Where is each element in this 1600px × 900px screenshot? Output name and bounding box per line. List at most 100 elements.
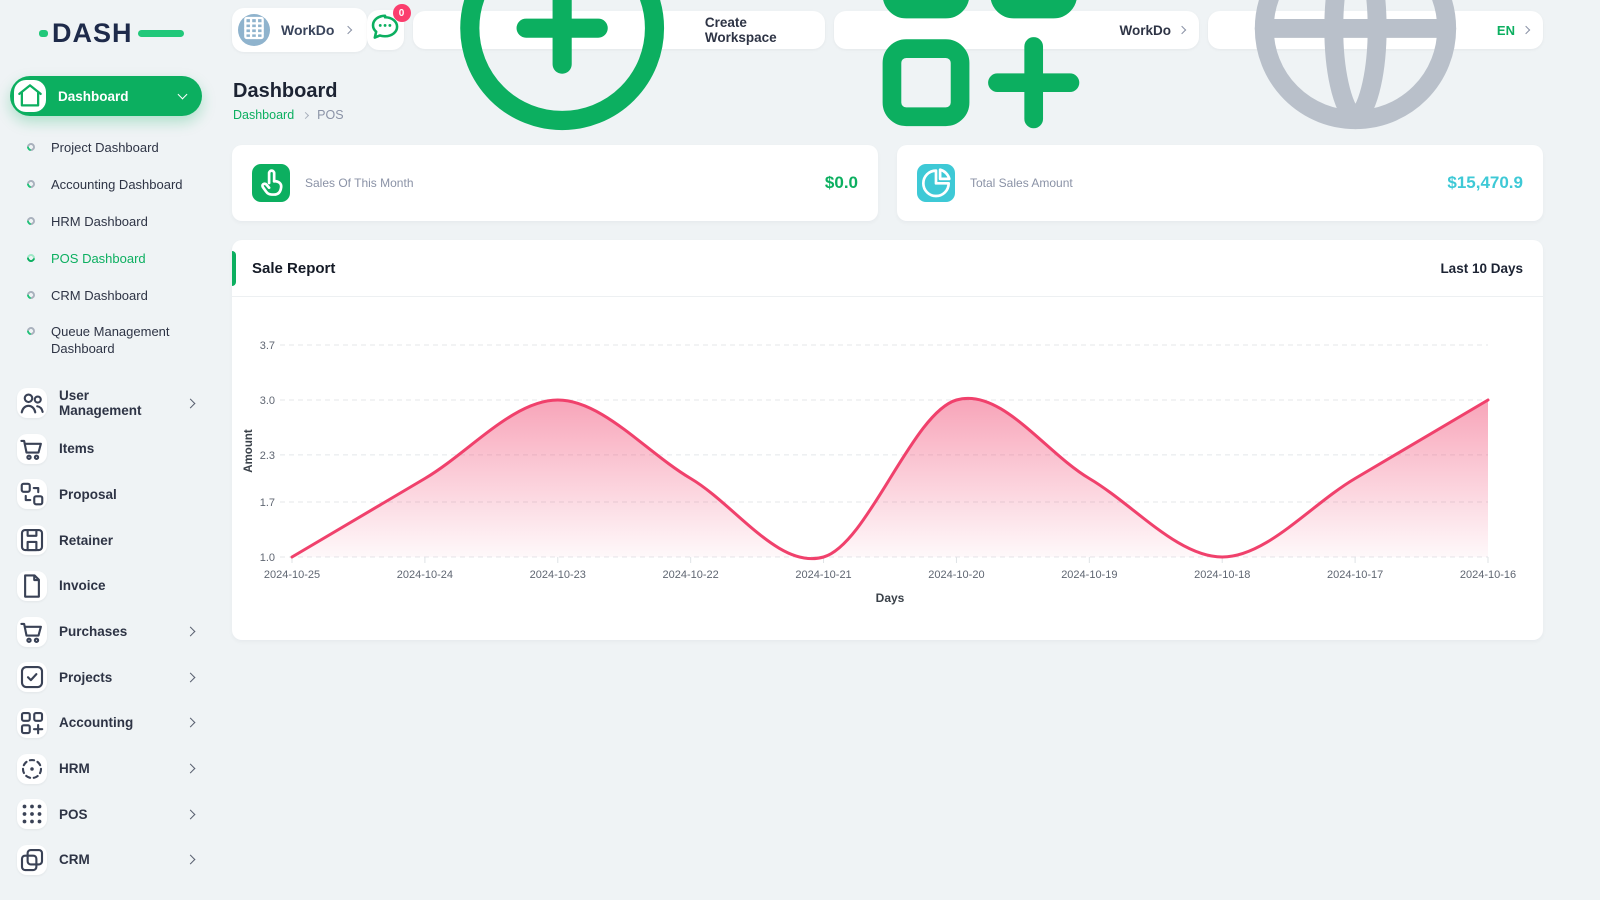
save-icon [17, 525, 47, 556]
chevron-right-icon [185, 398, 196, 409]
cart-icon [17, 433, 47, 464]
sidebar-subitem-label: Accounting Dashboard [51, 176, 183, 192]
sidebar-menu: User Management Items Proposal Retainer Invo… [0, 380, 212, 883]
status-dot-icon [25, 178, 37, 190]
logo-dot-icon [39, 30, 48, 37]
app-logo[interactable]: DASH [39, 16, 184, 50]
home-icon [14, 80, 46, 112]
sidebar-item-items[interactable]: Items [0, 426, 212, 472]
stat-card-total-sales-amount: Total Sales Amount $15,470.9 [897, 145, 1543, 221]
svg-text:2024-10-17: 2024-10-17 [1327, 569, 1383, 581]
workspace-switcher[interactable]: WorkDo [833, 0, 1199, 128]
sidebar-item-accounting[interactable]: Accounting [0, 700, 212, 746]
sidebar-item-retainer[interactable]: Retainer [0, 517, 212, 563]
copy-icon [17, 844, 47, 875]
sidebar-subitem-label: POS Dashboard [51, 250, 146, 266]
sidebar-subitem-label: Queue Management Dashboard [51, 324, 170, 357]
stats-row: Sales Of This Month $0.0 Total Sales Amo… [232, 145, 1543, 221]
sidebar-subitem-hrm-dashboard[interactable]: HRM Dashboard [0, 204, 212, 241]
cart-icon [17, 616, 47, 647]
svg-text:3.7: 3.7 [260, 340, 275, 352]
globe-icon [1222, 0, 1489, 165]
sidebar-subitem-label: HRM Dashboard [51, 213, 148, 229]
sidebar-item-proposal[interactable]: Proposal [0, 472, 212, 518]
sale-report-chart[interactable]: 3.7 3.0 2.3 1.7 1.0 2024-10-25 2024-10-24 2024-… [232, 297, 1543, 632]
create-workspace-button[interactable]: Create Workspace [412, 0, 825, 131]
stat-card-sales-of-this-month: Sales Of This Month $0.0 [232, 145, 878, 221]
svg-text:2024-10-24: 2024-10-24 [397, 569, 453, 581]
status-dot-icon [25, 141, 37, 153]
sidebar-item-label: Proposal [59, 486, 117, 502]
chevron-down-icon [1177, 25, 1187, 35]
messages-button[interactable]: 0 [367, 4, 411, 50]
building-icon [238, 12, 270, 49]
chevron-down-icon [1521, 25, 1531, 35]
swap-boxes-icon [17, 479, 47, 510]
sidebar-item-label: Items [59, 441, 95, 457]
sidebar-item-pos[interactable]: POS [0, 791, 212, 837]
sidebar-subitem-project-dashboard[interactable]: Project Dashboard [0, 130, 212, 167]
stat-label: Total Sales Amount [970, 176, 1073, 190]
svg-text:Amount: Amount [243, 429, 255, 473]
status-dot-icon [25, 288, 37, 301]
svg-text:3.0: 3.0 [260, 395, 275, 407]
sale-report-header: Sale Report Last 10 Days [232, 240, 1543, 297]
sidebar-subitem-label: Project Dashboard [51, 140, 159, 155]
sidebar-item-projects[interactable]: Projects [0, 654, 212, 700]
sidebar-subitem-accounting-dashboard[interactable]: Accounting Dashboard [0, 167, 212, 204]
language-selector[interactable]: EN [1207, 0, 1543, 130]
top-bar: WorkDo 0 Create Workspace WorkDo EN [232, 0, 1543, 131]
breadcrumb-item-pos: POS [317, 108, 344, 122]
breadcrumb: Dashboard POS [233, 108, 344, 122]
breadcrumb-item-dashboard[interactable]: Dashboard [233, 108, 295, 122]
sidebar-item-dashboard[interactable]: Dashboard [10, 76, 202, 116]
chevron-right-icon [185, 672, 196, 683]
logo-dash-icon [138, 30, 184, 37]
svg-text:2024-10-18: 2024-10-18 [1194, 569, 1250, 581]
sidebar-subitem-crm-dashboard[interactable]: CRM Dashboard [0, 278, 212, 315]
grid-plus-icon [17, 707, 47, 738]
dots-grid-icon [17, 799, 47, 830]
svg-text:1.7: 1.7 [260, 497, 275, 509]
plus-circle-icon [427, 0, 697, 167]
chat-icon [367, 9, 403, 50]
stat-value: $0.0 [824, 173, 858, 192]
sidebar-subitem-queue-management-dashboard[interactable]: Queue Management Dashboard [0, 314, 212, 368]
sidebar-item-user-management[interactable]: User Management [0, 380, 212, 426]
chevron-right-icon [185, 855, 196, 865]
sidebar-item-label: Projects [59, 669, 113, 685]
tap-icon [252, 164, 290, 202]
grid-plus-icon [848, 0, 1112, 163]
chevron-right-icon [185, 809, 196, 820]
sidebar-item-label: POS [59, 806, 88, 822]
chevron-right-icon [185, 626, 196, 637]
top-bar-actions: 0 Create Workspace WorkDo EN [367, 0, 1543, 131]
target-icon [17, 753, 47, 784]
svg-text:2024-10-22: 2024-10-22 [663, 569, 719, 581]
svg-text:2024-10-20: 2024-10-20 [928, 569, 984, 581]
sidebar-subitem-label: CRM Dashboard [51, 287, 148, 303]
sidebar-subitem-pos-dashboard[interactable]: POS Dashboard [0, 241, 212, 278]
workspace-selector[interactable]: WorkDo [232, 8, 368, 52]
chevron-down-icon [177, 89, 188, 100]
workspace-name: WorkDo [281, 22, 335, 38]
svg-text:2024-10-19: 2024-10-19 [1061, 569, 1117, 581]
sidebar-item-crm[interactable]: CRM [0, 837, 212, 883]
sidebar-item-invoice[interactable]: Invoice [0, 563, 212, 609]
chevron-right-icon [185, 717, 196, 728]
svg-text:2.3: 2.3 [260, 450, 275, 462]
sidebar-item-purchases[interactable]: Purchases [0, 609, 212, 655]
status-dot-icon [25, 325, 37, 338]
stat-value: $15,470.9 [1447, 173, 1523, 192]
sidebar-item-label: Accounting [59, 715, 134, 731]
document-icon [17, 570, 47, 601]
logo-text: DASH [52, 17, 133, 48]
sidebar-item-label: CRM [59, 852, 90, 868]
svg-text:Days: Days [876, 591, 905, 605]
svg-text:2024-10-21: 2024-10-21 [795, 569, 851, 581]
sidebar-item-hrm[interactable]: HRM [0, 746, 212, 792]
language-label: EN [1496, 22, 1515, 38]
sale-report-card: Sale Report Last 10 Days 3.7 3.0 2.3 1.7 1.0… [232, 240, 1543, 640]
chevron-right-icon [185, 763, 196, 774]
users-icon [17, 388, 47, 419]
